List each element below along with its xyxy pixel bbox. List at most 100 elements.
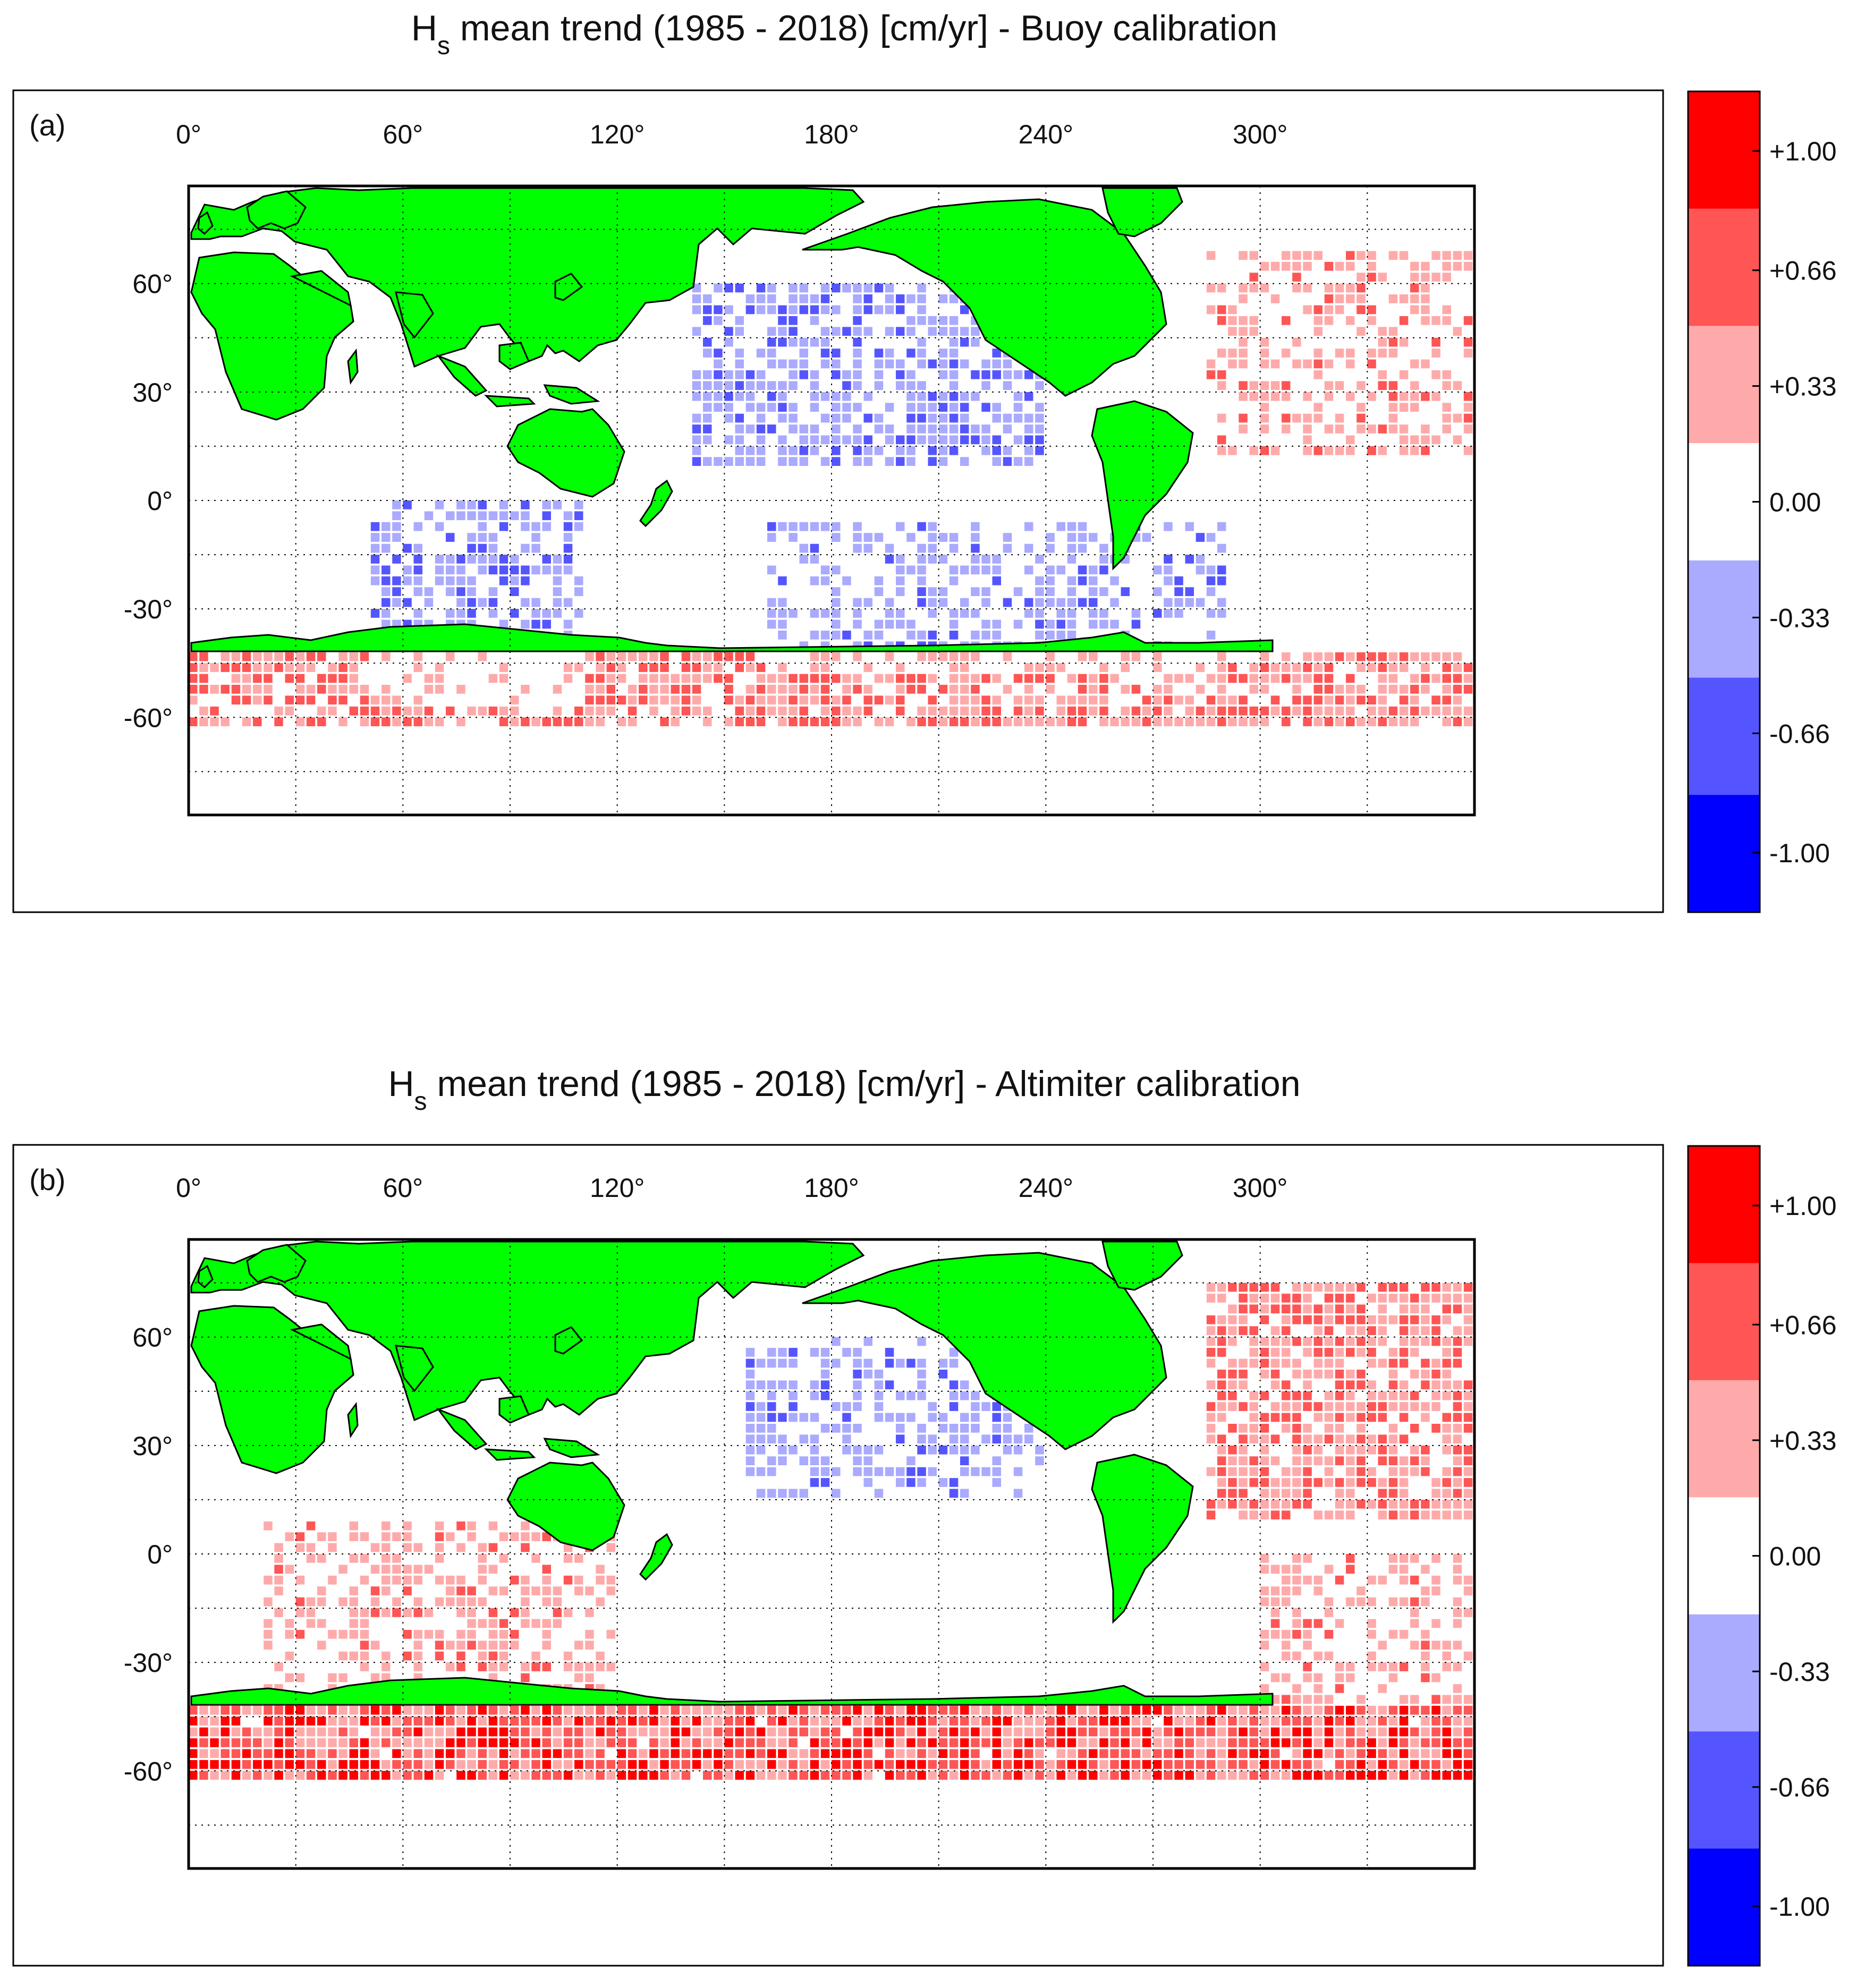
trend-cell xyxy=(382,1565,391,1574)
trend-cell xyxy=(639,674,648,683)
trend-cell xyxy=(1282,663,1291,672)
trend-cell xyxy=(1421,1499,1430,1509)
x-tick-label: 180° xyxy=(804,1173,859,1203)
trend-cell xyxy=(478,652,487,661)
trend-cell xyxy=(499,1749,508,1758)
trend-cell xyxy=(285,695,294,705)
trend-cell xyxy=(1239,392,1248,401)
trend-cell xyxy=(1431,1315,1440,1324)
trend-cell xyxy=(928,327,937,336)
trend-cell xyxy=(413,652,422,661)
trend-cell xyxy=(1367,1315,1376,1324)
trend-cell xyxy=(189,1705,198,1715)
trend-cell xyxy=(681,1717,691,1726)
trend-cell xyxy=(1217,543,1226,553)
trend-cell xyxy=(435,1629,444,1639)
trend-cell xyxy=(971,706,980,716)
trend-cell xyxy=(628,685,637,694)
trend-cell xyxy=(403,543,412,553)
trend-cell xyxy=(1367,717,1376,726)
trend-cell xyxy=(649,674,658,683)
trend-cell xyxy=(992,565,1001,575)
trend-cell xyxy=(714,1727,723,1737)
trend-cell xyxy=(574,576,583,585)
trend-cell xyxy=(488,1619,498,1628)
trend-cell xyxy=(832,403,841,412)
trend-cell xyxy=(1410,1705,1419,1715)
trend-cell xyxy=(1067,695,1076,705)
trend-cell xyxy=(542,619,551,629)
trend-cell xyxy=(853,1380,862,1390)
trend-cell xyxy=(692,392,701,401)
trend-cell xyxy=(274,717,283,726)
trend-cell xyxy=(392,1727,401,1737)
trend-cell xyxy=(703,1738,712,1747)
trend-cell xyxy=(467,500,476,509)
trend-cell xyxy=(306,1727,316,1737)
trend-cell xyxy=(1313,1575,1323,1585)
trend-cell xyxy=(574,706,583,716)
trend-cell xyxy=(1313,1760,1323,1769)
trend-cell xyxy=(1228,1380,1237,1390)
trend-cell xyxy=(264,1738,273,1747)
trend-cell xyxy=(1303,1380,1312,1390)
trend-cell xyxy=(1003,1424,1012,1433)
trend-cell xyxy=(1421,1673,1430,1683)
trend-cell xyxy=(231,685,241,694)
trend-cell xyxy=(1228,446,1237,455)
trend-cell xyxy=(1099,1738,1108,1747)
trend-cell xyxy=(735,435,744,445)
trend-cell xyxy=(1410,1619,1419,1628)
trend-cell xyxy=(1035,1456,1044,1465)
trend-cell xyxy=(928,695,937,705)
trend-cell xyxy=(542,1565,551,1574)
trend-cell xyxy=(521,598,530,607)
trend-cell xyxy=(1121,1727,1130,1737)
trend-cell xyxy=(1270,706,1280,716)
trend-cell xyxy=(478,500,487,509)
trend-cell xyxy=(832,706,841,716)
trend-cell xyxy=(853,327,862,336)
trend-cell xyxy=(1335,1380,1344,1390)
trend-cell xyxy=(403,1629,412,1639)
trend-cell xyxy=(896,565,905,575)
trend-cell xyxy=(745,1467,755,1476)
trend-cell xyxy=(703,305,712,315)
trend-cell xyxy=(382,1608,391,1617)
trend-cell xyxy=(981,631,990,640)
trend-cell xyxy=(874,619,884,629)
trend-cell xyxy=(1292,251,1301,260)
trend-cell xyxy=(499,674,508,683)
trend-cell xyxy=(1335,1684,1344,1693)
trend-cell xyxy=(424,685,434,694)
trend-cell xyxy=(1270,1282,1280,1292)
trend-cell xyxy=(1378,1445,1387,1455)
trend-cell xyxy=(906,392,915,401)
trend-cell xyxy=(1035,1445,1044,1455)
trend-cell xyxy=(1399,1749,1409,1758)
trend-cell xyxy=(1217,565,1226,575)
trend-cell xyxy=(531,543,540,553)
trend-cell xyxy=(456,587,465,596)
trend-cell xyxy=(917,1424,926,1433)
trend-cell xyxy=(671,1738,680,1747)
trend-cell xyxy=(1453,1337,1462,1346)
trend-cell xyxy=(692,424,701,434)
trend-cell xyxy=(1346,1467,1355,1476)
trend-cell xyxy=(832,565,841,575)
trend-cell xyxy=(714,1771,723,1780)
trend-cell xyxy=(1463,1695,1473,1704)
trend-cell xyxy=(510,1608,519,1617)
trend-cell xyxy=(285,1532,294,1541)
trend-cell xyxy=(264,1771,273,1780)
trend-cell xyxy=(1260,1597,1269,1607)
trend-cell xyxy=(1260,663,1269,672)
trend-cell xyxy=(767,1424,776,1433)
trend-cell xyxy=(1282,413,1291,423)
trend-cell xyxy=(1421,316,1430,325)
trend-cell xyxy=(1239,1467,1248,1476)
trend-cell xyxy=(810,1434,819,1444)
trend-cell xyxy=(1239,1489,1248,1498)
trend-cell xyxy=(435,1521,444,1531)
trend-cell xyxy=(1228,1499,1237,1509)
